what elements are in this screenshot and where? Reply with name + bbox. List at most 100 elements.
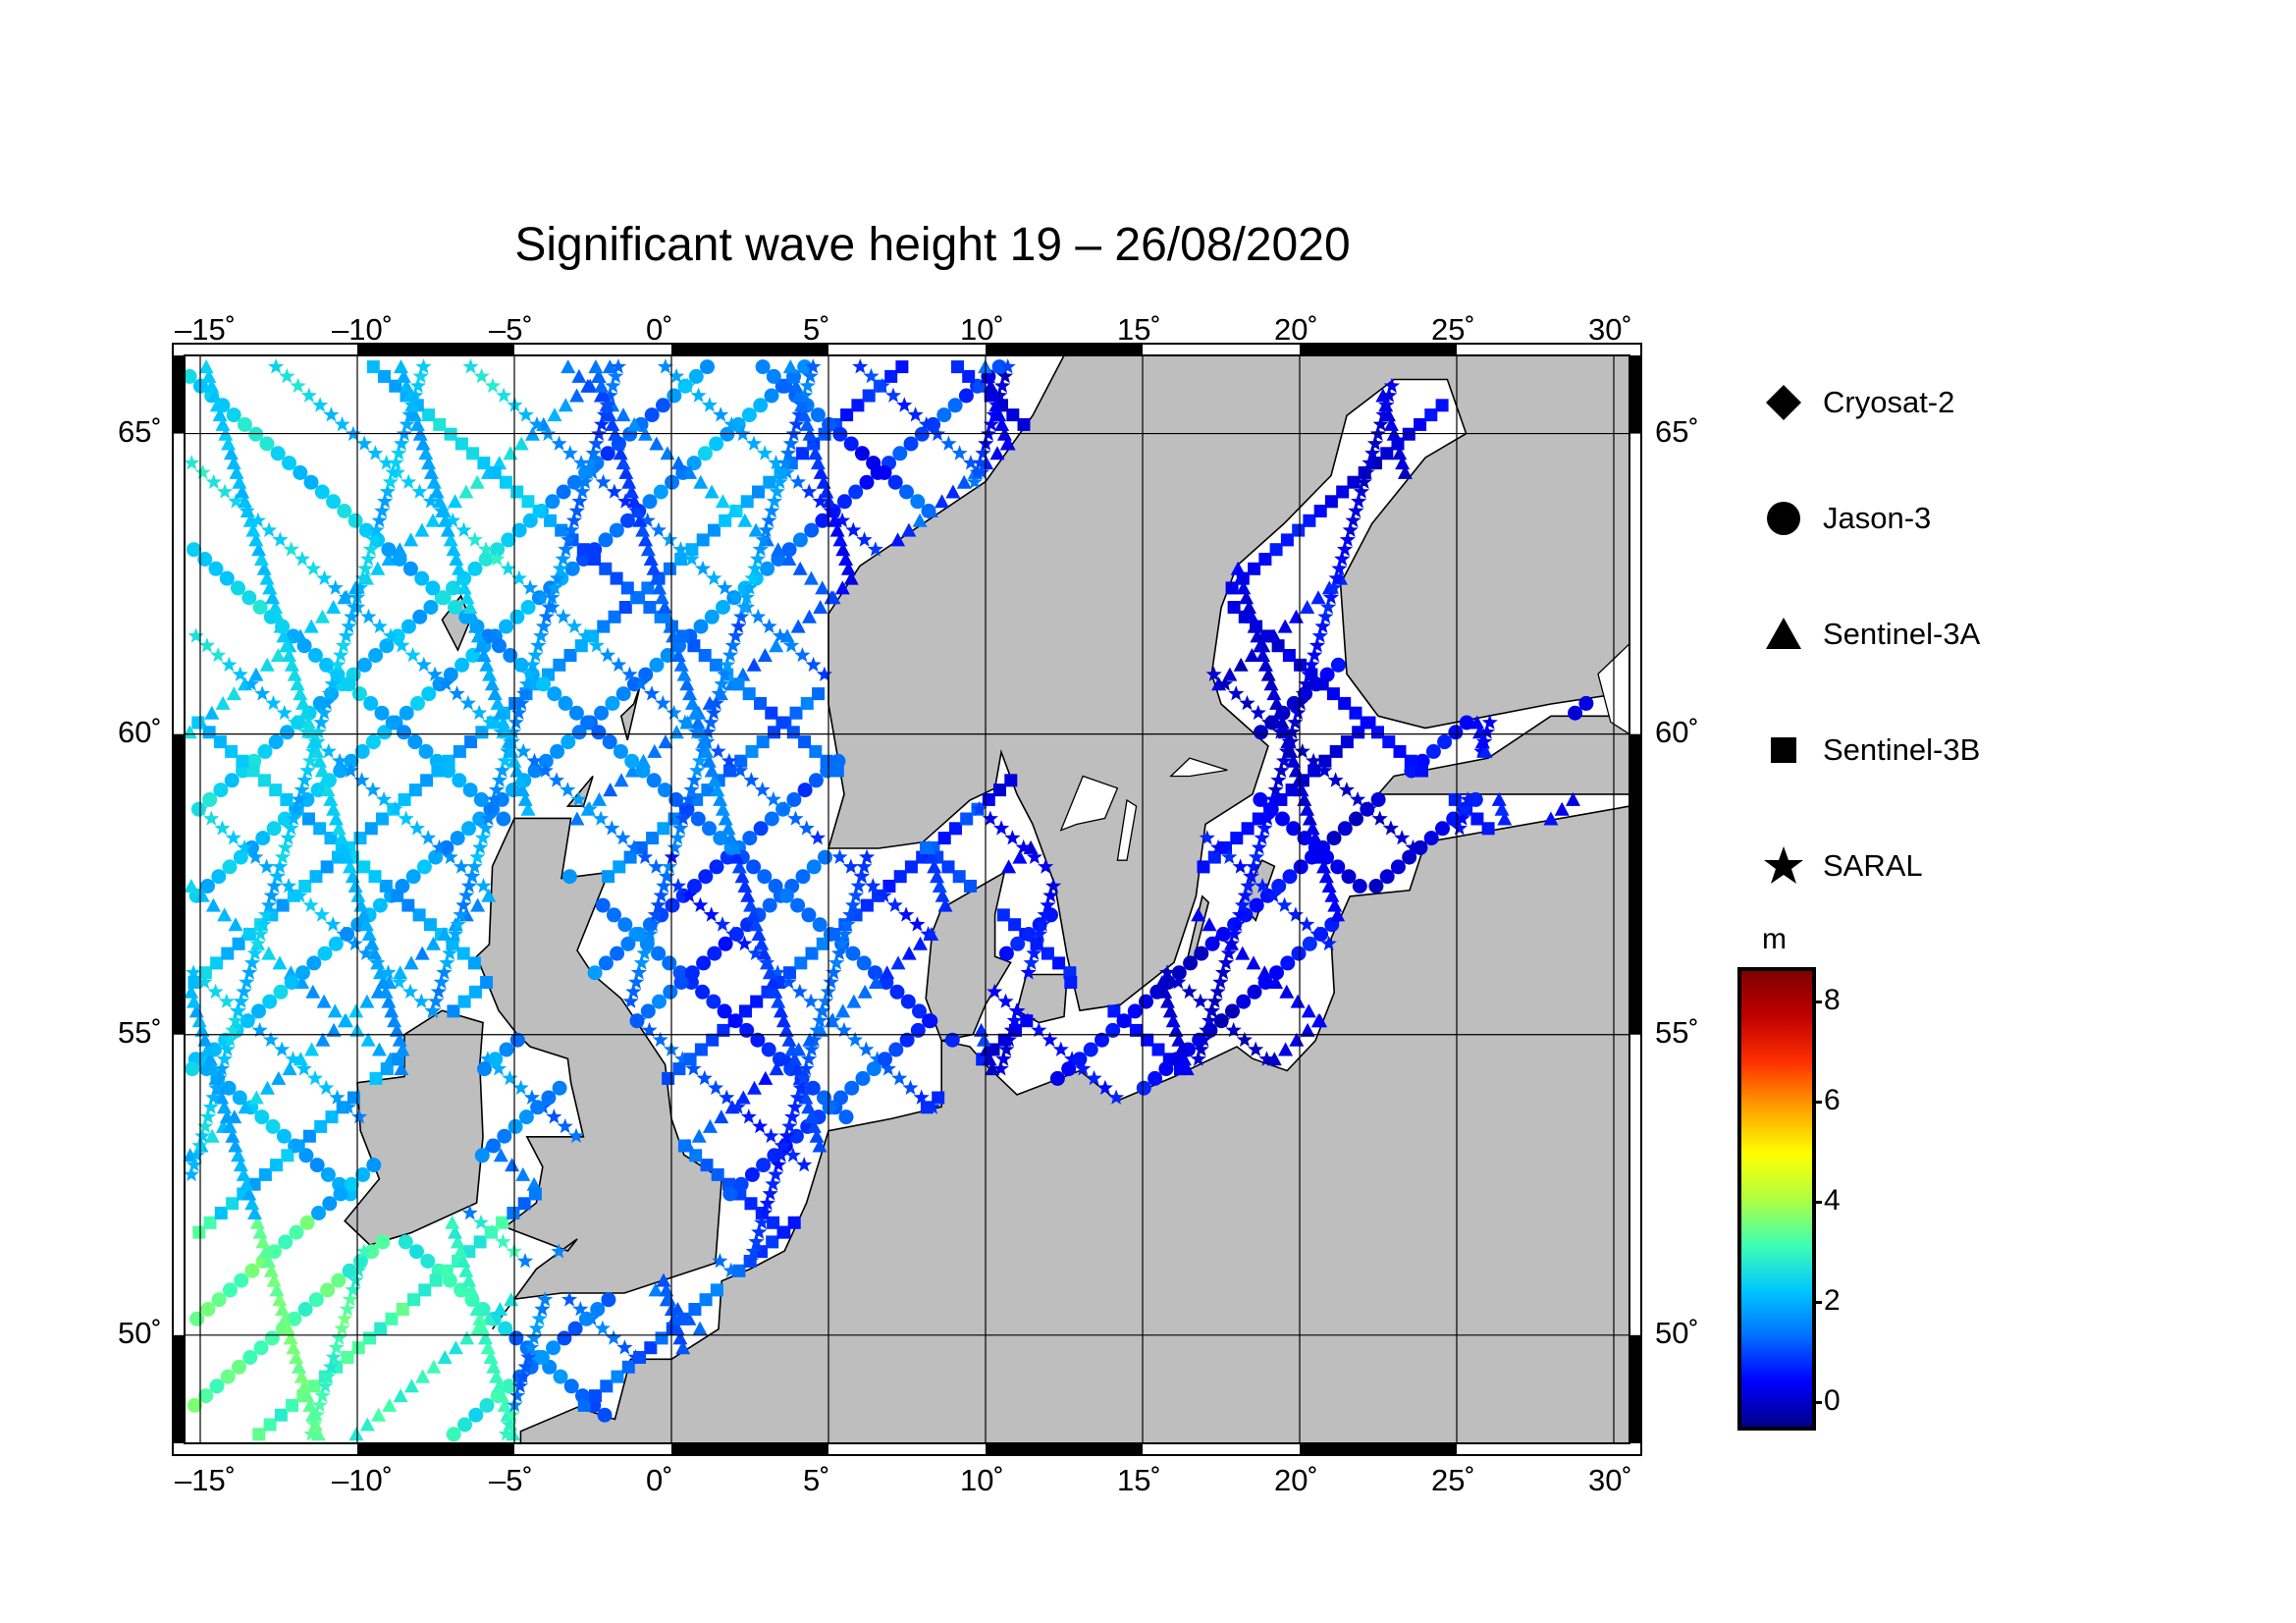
track-point	[750, 1032, 766, 1048]
track-point	[275, 1302, 291, 1316]
track-point	[874, 377, 890, 394]
track-point	[500, 742, 516, 759]
track-point	[739, 1004, 752, 1018]
track-point	[631, 927, 647, 942]
track-point	[461, 1272, 477, 1287]
track-point	[222, 1118, 238, 1133]
track-point	[1280, 955, 1296, 971]
colorbar	[1737, 967, 1816, 1431]
track-point	[252, 1428, 266, 1441]
track-point	[185, 1061, 200, 1077]
track-point	[740, 888, 756, 902]
track-point	[932, 1091, 945, 1105]
track-point	[608, 367, 624, 384]
track-point	[228, 493, 244, 509]
track-point	[1306, 752, 1322, 769]
track-point	[234, 1272, 249, 1288]
track-point	[488, 465, 502, 479]
track-point	[528, 1320, 545, 1335]
track-point	[437, 1350, 453, 1364]
track-point	[708, 1079, 724, 1096]
track-point	[233, 1158, 248, 1172]
track-point	[804, 522, 820, 538]
track-point	[287, 667, 302, 681]
track-point	[421, 686, 437, 702]
track-point	[1320, 599, 1337, 615]
track-point	[1330, 657, 1346, 673]
track-point	[847, 887, 864, 903]
track-point	[1257, 975, 1273, 990]
track-point	[309, 743, 325, 758]
track-point	[532, 505, 546, 517]
track-point	[324, 832, 338, 845]
track-point	[1257, 657, 1273, 672]
colorbar-tick-label: 2	[1824, 1283, 1841, 1317]
track-point	[626, 416, 642, 431]
track-point	[252, 1224, 268, 1239]
track-point	[551, 435, 567, 451]
lon-tick-label: 10˚	[960, 312, 1004, 347]
track-point	[822, 1100, 837, 1115]
track-point	[184, 984, 199, 999]
track-point	[1382, 820, 1399, 836]
track-point	[448, 600, 462, 615]
track-point	[688, 368, 704, 384]
lat-tick-label: 60˚	[1655, 714, 1699, 749]
track-point	[342, 1291, 358, 1307]
track-point	[1337, 821, 1353, 837]
track-point	[468, 1407, 484, 1423]
track-point	[1366, 435, 1384, 451]
track-point	[1361, 800, 1377, 817]
track-point	[1423, 831, 1439, 846]
track-point	[637, 848, 654, 864]
track-point	[859, 474, 875, 490]
track-point	[721, 821, 736, 836]
track-point	[327, 579, 344, 595]
frame-segment	[173, 733, 185, 1035]
track-point	[1481, 822, 1495, 836]
track-point	[272, 955, 288, 970]
track-point	[797, 359, 813, 375]
track-point	[922, 1013, 937, 1029]
track-point	[493, 1302, 507, 1316]
track-point	[779, 445, 797, 460]
track-point	[1243, 868, 1259, 884]
track-point	[1336, 541, 1354, 557]
track-point	[594, 705, 610, 721]
track-point	[738, 589, 755, 605]
track-point	[815, 1002, 831, 1018]
track-point	[560, 782, 576, 797]
track-point	[236, 983, 252, 1000]
track-point	[478, 1330, 493, 1345]
track-point	[1322, 589, 1339, 605]
track-point	[1023, 954, 1040, 970]
track-point	[493, 724, 509, 739]
track-point	[1303, 514, 1316, 527]
track-point	[639, 512, 656, 528]
track-point	[1390, 859, 1406, 875]
track-point	[683, 782, 700, 797]
track-point	[587, 965, 603, 981]
track-point	[226, 1197, 240, 1211]
track-point	[510, 485, 524, 499]
track-point	[658, 734, 673, 749]
track-point	[461, 821, 476, 837]
track-point	[298, 724, 315, 739]
track-point	[517, 406, 534, 422]
track-point	[1336, 485, 1350, 499]
track-point	[196, 974, 213, 990]
track-point	[320, 783, 336, 797]
track-point	[1330, 907, 1346, 922]
track-point	[1234, 896, 1251, 912]
track-point	[834, 580, 850, 595]
track-point	[941, 860, 955, 874]
track-point	[252, 926, 269, 942]
track-point	[521, 495, 535, 509]
track-point	[502, 1379, 517, 1394]
track-point	[289, 1350, 304, 1364]
track-point	[1287, 906, 1304, 922]
track-point	[535, 618, 552, 633]
track-point	[474, 1148, 490, 1163]
track-point	[1031, 1021, 1047, 1038]
track-point	[1248, 1041, 1264, 1056]
